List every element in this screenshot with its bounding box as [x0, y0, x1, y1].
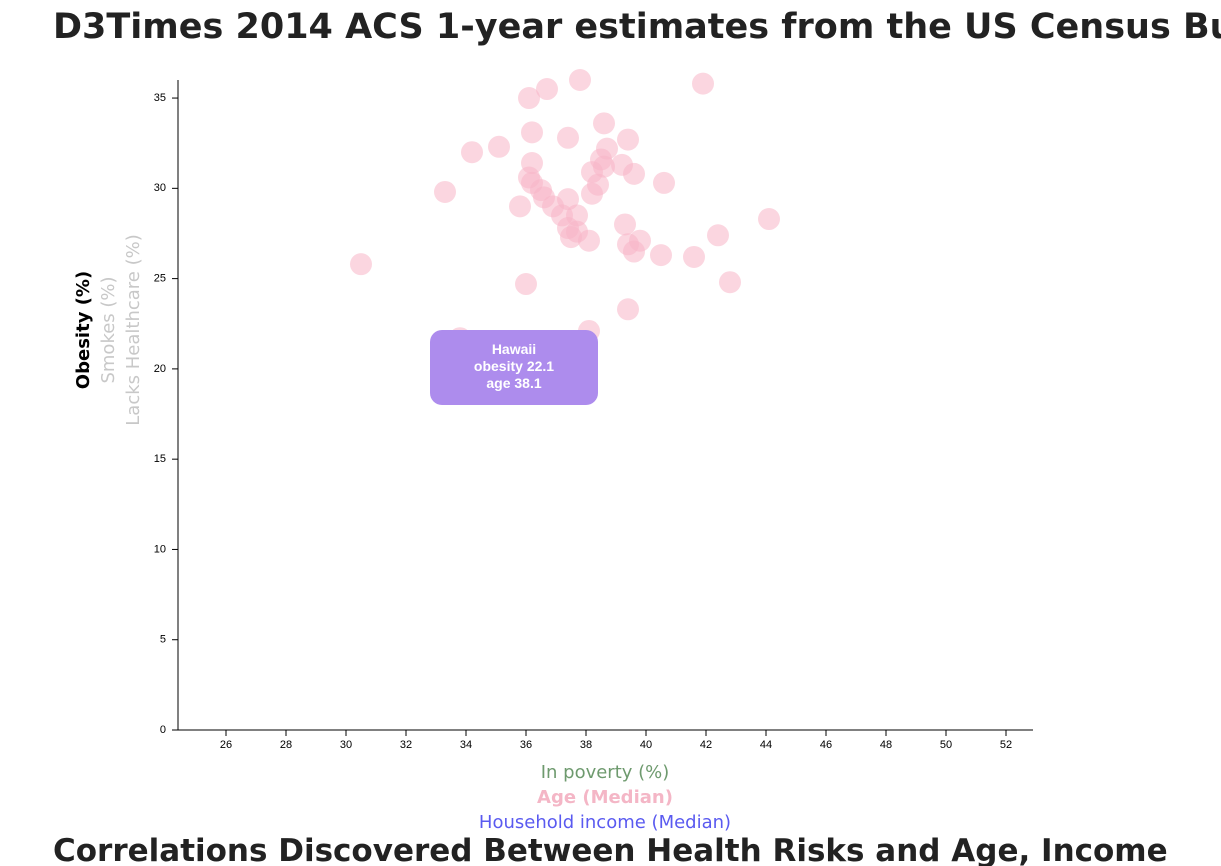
- point: [578, 229, 600, 252]
- x-tick-label: 36: [520, 739, 532, 751]
- y-tick-label: 35: [154, 92, 166, 104]
- point: [350, 253, 372, 276]
- y-tick-label: 25: [154, 273, 166, 285]
- point: [488, 135, 510, 158]
- x-tick-label: 48: [880, 739, 892, 751]
- point: [758, 208, 780, 231]
- point: [434, 180, 456, 203]
- x-label[interactable]: Household income (Median): [479, 812, 731, 833]
- tooltip-title: Hawaii: [492, 341, 536, 357]
- x-tick-label: 26: [220, 739, 232, 751]
- point: [719, 271, 741, 294]
- y-tick-label: 15: [154, 453, 166, 465]
- point: [461, 141, 483, 164]
- x-tick-label: 52: [1000, 739, 1012, 751]
- y-tick-label: 5: [160, 634, 166, 646]
- point: [650, 244, 672, 267]
- point: [515, 273, 537, 296]
- point: [518, 87, 540, 110]
- y-tick-label: 20: [154, 363, 166, 375]
- point: [692, 72, 714, 95]
- x-tick-label: 30: [340, 739, 352, 751]
- tooltip-line: age 38.1: [486, 375, 541, 391]
- tooltip: Hawaii obesity 22.1 age 38.1: [430, 330, 598, 405]
- x-tick-label: 32: [400, 739, 412, 751]
- point: [536, 78, 558, 101]
- x-tick-label: 50: [940, 739, 952, 751]
- point: [560, 226, 582, 249]
- x-label[interactable]: Age (Median): [537, 787, 673, 808]
- points: [350, 69, 780, 350]
- point: [617, 298, 639, 321]
- tooltip-box: [430, 330, 598, 405]
- y-tick-label: 0: [160, 724, 166, 736]
- point: [623, 240, 645, 263]
- title: D3Times 2014 ACS 1-year estimates from t…: [53, 7, 1221, 47]
- x-tick-label: 38: [580, 739, 592, 751]
- point: [509, 195, 531, 218]
- point: [593, 112, 615, 135]
- point: [569, 69, 591, 91]
- x-tick-label: 46: [820, 739, 832, 751]
- subtitle: Correlations Discovered Between Health R…: [53, 833, 1168, 866]
- point: [623, 162, 645, 185]
- y-tick-label: 10: [154, 543, 166, 555]
- point: [707, 224, 729, 247]
- y-tick-label: 30: [154, 182, 166, 194]
- x-tick-label: 44: [760, 739, 772, 751]
- y-label[interactable]: Lacks Healthcare (%): [123, 234, 144, 425]
- point: [557, 126, 579, 149]
- tooltip-line: obesity 22.1: [474, 358, 554, 374]
- point: [614, 213, 636, 236]
- x-tick-label: 34: [460, 739, 472, 751]
- y-label[interactable]: Obesity (%): [73, 271, 94, 389]
- x-tick-label: 42: [700, 739, 712, 751]
- y-label[interactable]: Smokes (%): [98, 276, 119, 383]
- x-tick-label: 28: [280, 739, 292, 751]
- point: [653, 171, 675, 194]
- point: [521, 121, 543, 144]
- x-label[interactable]: In poverty (%): [541, 762, 670, 783]
- point: [683, 245, 705, 268]
- x-tick-label: 40: [640, 739, 652, 751]
- point: [581, 182, 603, 205]
- point: [617, 128, 639, 151]
